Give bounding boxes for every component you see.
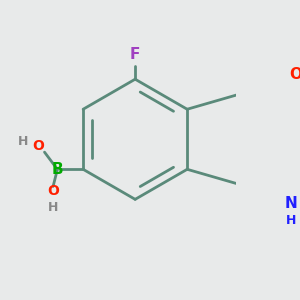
Text: H: H [18,135,28,148]
Text: H: H [286,214,296,227]
Text: H: H [48,201,58,214]
Text: B: B [52,162,63,177]
Text: F: F [130,47,140,62]
Text: N: N [285,196,298,211]
Text: O: O [289,68,300,82]
Text: O: O [32,139,44,153]
Text: O: O [47,184,59,198]
